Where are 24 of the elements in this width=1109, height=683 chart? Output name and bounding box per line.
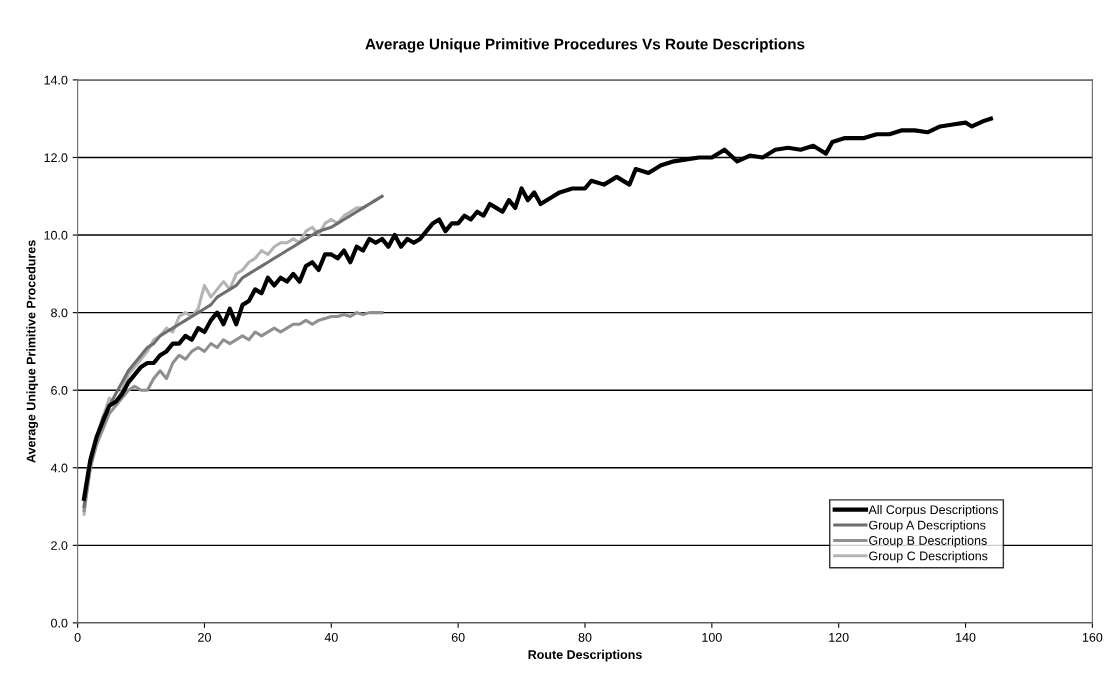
x-tick-label: 160: [1082, 632, 1103, 642]
y-tick-label: 4.0: [50, 463, 68, 473]
legend-label: Group B Descriptions: [869, 535, 987, 548]
x-tick-label: 80: [578, 632, 592, 642]
y-tick-label: 10.0: [44, 230, 68, 240]
x-axis-title: Route Descriptions: [528, 649, 642, 662]
y-axis-title: Average Unique Primitive Procedures: [26, 240, 39, 463]
x-tick-label: 60: [451, 632, 465, 642]
legend-label: Group A Descriptions: [869, 520, 986, 532]
x-tick-label: 40: [324, 632, 338, 642]
y-tick-label: 8.0: [51, 308, 68, 318]
y-tick-label: 6.0: [51, 385, 68, 395]
x-tick-label: 100: [702, 632, 722, 642]
chart-title: Average Unique Primitive Procedures Vs Route Descriptions: [365, 38, 805, 53]
x-tick-label: 120: [829, 632, 849, 642]
x-tick-label: 0: [74, 632, 81, 642]
y-tick-label: 14.0: [44, 75, 68, 85]
x-tick-label: 140: [956, 632, 976, 642]
y-tick-label: 12.0: [44, 153, 68, 163]
x-tick-label: 20: [198, 632, 211, 642]
legend-label: Group C Descriptions: [869, 551, 988, 563]
legend-label: All Corpus Descriptions: [868, 504, 998, 517]
y-tick-label: 0.0: [51, 618, 68, 628]
y-tick-label: 2.0: [51, 541, 68, 550]
